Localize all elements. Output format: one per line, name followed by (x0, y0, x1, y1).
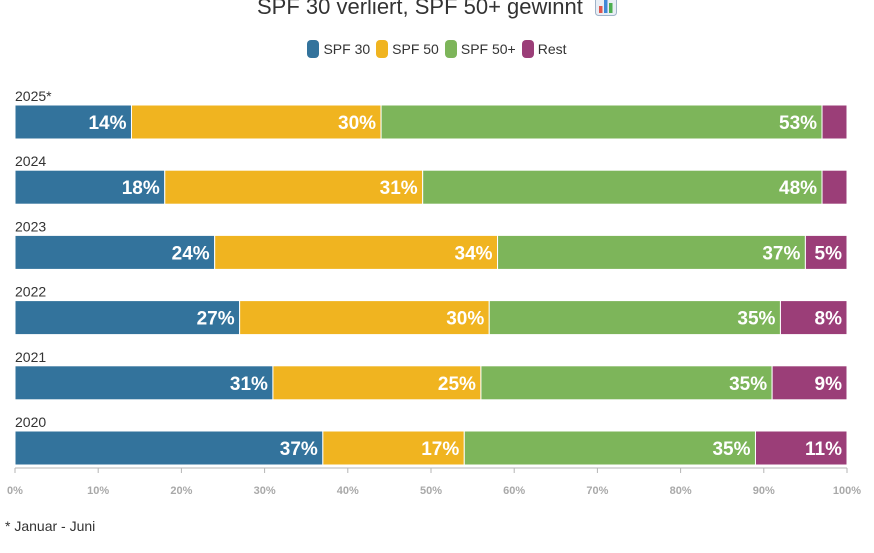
chart-footnote: * Januar - Juni (5, 518, 96, 534)
data-label: 31% (230, 374, 268, 395)
x-tick-label: 80% (670, 485, 692, 497)
chart-title-text: SPF 30 verliert, SPF 50+ gewinnt (257, 0, 583, 19)
legend-swatch (521, 40, 534, 58)
data-label: 5% (815, 243, 843, 264)
data-label: 48% (779, 178, 817, 199)
data-label: 8% (815, 309, 843, 330)
x-tick-label: 10% (87, 485, 109, 497)
x-tick-label: 20% (170, 485, 192, 497)
bar-segment (463, 430, 756, 466)
data-label: 53% (779, 113, 817, 134)
bar-segment (164, 169, 424, 205)
category-label: 2021 (15, 349, 46, 365)
legend-label: SPF 50+ (460, 41, 516, 57)
x-tick-label: 30% (254, 485, 276, 497)
data-label: 17% (421, 439, 459, 460)
data-label: 11% (805, 439, 842, 460)
data-label: 27% (197, 309, 235, 330)
legend-label: SPF 30 (323, 41, 371, 57)
chart-legend: SPF 30 SPF 50 SPF 50+ Rest (0, 40, 874, 61)
data-label: 30% (446, 309, 484, 330)
legend-label: SPF 50 (392, 41, 439, 57)
bar-segment (488, 300, 781, 336)
data-label: 37% (280, 439, 318, 460)
x-tick-label: 40% (337, 485, 359, 497)
bar-segment (804, 234, 848, 270)
bar-segment (771, 365, 848, 401)
data-label: 18% (122, 178, 160, 199)
x-tick-label: 50% (420, 485, 442, 497)
bar-segment (272, 365, 482, 401)
legend-item-2[interactable]: SPF 50+ (444, 40, 516, 58)
bar-segment (14, 430, 324, 466)
data-label: 25% (438, 374, 476, 395)
data-label: 24% (172, 243, 210, 264)
category-label: 2025* (15, 88, 52, 104)
data-label: 35% (729, 374, 767, 395)
bar-segment (322, 430, 465, 466)
bar-segment (422, 169, 823, 205)
category-label: 2024 (15, 153, 46, 169)
legend-swatch (376, 40, 389, 58)
data-label: 35% (737, 309, 775, 330)
bar-segment (779, 300, 848, 336)
bar-chart-icon (595, 0, 617, 22)
x-tick-label: 70% (586, 485, 608, 497)
bar-segment (14, 365, 274, 401)
legend-swatch (444, 40, 457, 58)
data-label: 31% (380, 178, 418, 199)
x-tick-label: 90% (753, 485, 775, 497)
bar-segment (14, 104, 132, 140)
bar-segment (754, 430, 848, 466)
legend-item-0[interactable]: SPF 30 (307, 40, 370, 58)
data-label: 14% (88, 113, 126, 134)
category-label: 2023 (15, 218, 46, 234)
x-tick-label: 0% (7, 485, 23, 497)
category-label: 2020 (15, 414, 46, 430)
bar-segment (380, 104, 823, 140)
legend-label: Rest (537, 41, 567, 57)
data-label: 30% (338, 113, 376, 134)
legend-item-1[interactable]: SPF 50 (376, 40, 439, 58)
bar-segment (130, 104, 382, 140)
data-label: 34% (455, 243, 493, 264)
chart-title: SPF 30 verliert, SPF 50+ gewinnt (0, 0, 874, 22)
data-label: 37% (762, 243, 800, 264)
bar-segment (821, 104, 848, 140)
bar-segment (14, 300, 241, 336)
bar-segment (480, 365, 773, 401)
data-label: 9% (815, 374, 843, 395)
data-label: 35% (712, 439, 750, 460)
x-tick-label: 60% (503, 485, 525, 497)
bar-segment (497, 234, 806, 270)
x-tick-label: 100% (833, 485, 861, 497)
bar-segment (14, 234, 216, 270)
bar-segment (14, 169, 166, 205)
bar-segment (214, 234, 499, 270)
category-label: 2022 (15, 284, 46, 300)
bar-segment (821, 169, 848, 205)
bar-segment (239, 300, 490, 336)
legend-item-3[interactable]: Rest (521, 40, 567, 58)
legend-swatch (307, 40, 320, 58)
